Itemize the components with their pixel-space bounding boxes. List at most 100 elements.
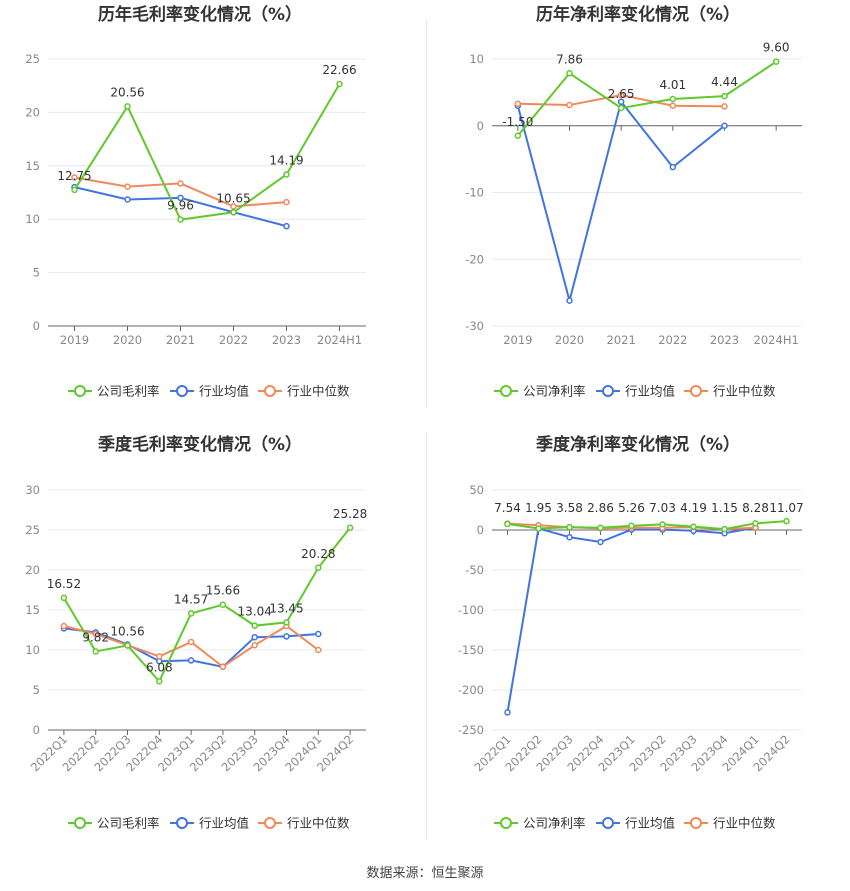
y-tick-label: 5	[33, 683, 40, 697]
panel-divider-top	[426, 20, 427, 408]
data-label: 22.66	[322, 63, 356, 77]
chart-title: 季度毛利率变化情况（%）	[98, 434, 302, 455]
quarterly-net-margin-chart: 季度净利率变化情况（%） -250 -200 -150 -100 -50 0 50 2022Q1…	[426, 430, 850, 860]
data-point-company	[156, 678, 163, 685]
legend-marker-icon	[690, 817, 702, 829]
legend-item-median[interactable]: 行业中位数	[258, 384, 350, 399]
y-tick-label: 20	[25, 563, 40, 577]
data-point-median	[60, 622, 68, 630]
legend-item-median[interactable]: 行业中位数	[684, 816, 776, 831]
y-tick-label: 0	[33, 319, 40, 333]
data-point-company	[617, 104, 625, 112]
y-tick-label: 30	[25, 483, 40, 497]
data-point-avg	[597, 538, 604, 546]
data-point-company	[504, 520, 511, 528]
data-point-company	[752, 520, 759, 527]
data-label: -1.50	[502, 115, 533, 129]
x-tick-label: 2023	[710, 333, 739, 347]
y-tick-label: 0	[477, 523, 484, 537]
data-point-avg	[669, 163, 677, 171]
legend-item-median[interactable]: 行业中位数	[684, 384, 776, 399]
data-point-avg	[124, 196, 131, 203]
y-tick-label: -50	[465, 563, 484, 577]
data-point-company	[177, 216, 184, 223]
data-label: 7.03	[649, 501, 676, 515]
legend-item-median[interactable]: 行业中位数	[258, 816, 350, 831]
y-tick-label: -150	[458, 643, 484, 657]
series-line-avg	[506, 526, 756, 713]
legend-item-avg[interactable]: 行业均值	[170, 816, 249, 831]
legend-marker-icon	[264, 817, 276, 829]
chart-svg: 历年净利率变化情况（%） -30 -20 -10 0 10 2019 2020 2021 2022…	[465, 4, 802, 399]
data-label: 15.66	[206, 584, 240, 598]
legend-label: 行业均值	[199, 384, 249, 399]
data-label: 12.75	[57, 169, 91, 183]
data-point-median	[92, 630, 99, 638]
y-tick-label: 25	[25, 52, 40, 66]
data-point-company	[92, 648, 99, 655]
legend-item-company[interactable]: 公司毛利率	[68, 816, 160, 831]
x-tick-label: 2021	[166, 333, 195, 347]
data-label: 10.56	[110, 625, 144, 639]
data-point-median	[156, 653, 163, 660]
data-point-median	[283, 198, 290, 206]
data-label: 1.15	[711, 501, 738, 515]
legend-label: 公司净利率	[523, 816, 586, 831]
quarterly-gross-margin-chart: 季度毛利率变化情况（%） 0 5 10 15 20 25 30 2022Q1 2022Q2 2022…	[0, 430, 426, 860]
legend-label: 公司净利率	[523, 384, 586, 399]
legend-item-company[interactable]: 公司净利率	[494, 384, 586, 399]
legend-item-avg[interactable]: 行业均值	[596, 384, 675, 399]
legend-item-company[interactable]: 公司净利率	[494, 816, 586, 831]
x-tick-label: 2020	[555, 333, 584, 347]
legend-marker-icon	[500, 385, 512, 397]
annual-net-margin-chart: 历年净利率变化情况（%） -30 -20 -10 0 10 2019 2020 2021 2022…	[426, 0, 850, 408]
legend-label: 公司毛利率	[97, 384, 160, 399]
data-label: 14.57	[174, 592, 208, 606]
data-label: 13.45	[269, 601, 303, 615]
legend-label: 行业中位数	[287, 816, 350, 831]
y-tick-label: -250	[458, 723, 484, 737]
legend-marker-icon	[602, 385, 614, 397]
data-point-median	[315, 646, 322, 654]
data-point-company	[124, 103, 131, 110]
data-label: 3.58	[556, 501, 583, 515]
data-point-company	[628, 522, 635, 530]
y-tick-label: 10	[469, 52, 484, 66]
series-line-company	[507, 520, 787, 531]
data-point-median	[514, 100, 522, 107]
legend-marker-icon	[690, 385, 702, 397]
legend-label: 行业均值	[625, 816, 675, 831]
x-tick-label: 2023	[272, 333, 301, 347]
legend-label: 行业均值	[625, 384, 675, 399]
legend-item-avg[interactable]: 行业均值	[170, 384, 249, 399]
y-tick-label: 20	[25, 105, 40, 119]
data-label: 2.86	[587, 501, 614, 515]
data-point-company	[772, 58, 780, 65]
series-line-company	[517, 60, 777, 137]
legend-item-avg[interactable]: 行业均值	[596, 816, 675, 831]
data-label: 25.28	[333, 507, 367, 521]
data-point-median	[219, 663, 227, 671]
data-point-company	[659, 521, 666, 528]
legend-label: 行业中位数	[713, 384, 776, 399]
legend-label: 行业中位数	[713, 816, 776, 831]
legend-label: 行业均值	[199, 816, 249, 831]
data-point-company	[283, 171, 290, 178]
data-point-company	[283, 619, 290, 626]
data-label: 10.65	[216, 191, 250, 205]
y-tick-label: -200	[458, 683, 484, 697]
data-label: 4.44	[711, 75, 738, 89]
legend-item-company[interactable]: 公司毛利率	[68, 384, 160, 399]
series-line-avg	[516, 99, 726, 305]
data-point-avg	[617, 98, 625, 105]
annual-gross-margin-chart: 历年毛利率变化情况（%） 0 5 10 15 20 25 2019 2020 2021 2022 20…	[0, 0, 426, 408]
y-tick-label: 25	[25, 523, 40, 537]
legend-label: 行业中位数	[287, 384, 350, 399]
data-point-avg	[177, 194, 184, 202]
data-point-company	[566, 70, 573, 77]
chart-title: 季度净利率变化情况（%）	[536, 434, 740, 455]
data-point-company	[566, 523, 573, 531]
data-label: 8.28	[742, 501, 769, 515]
data-label: 5.26	[618, 501, 645, 515]
data-point-company	[251, 622, 258, 629]
